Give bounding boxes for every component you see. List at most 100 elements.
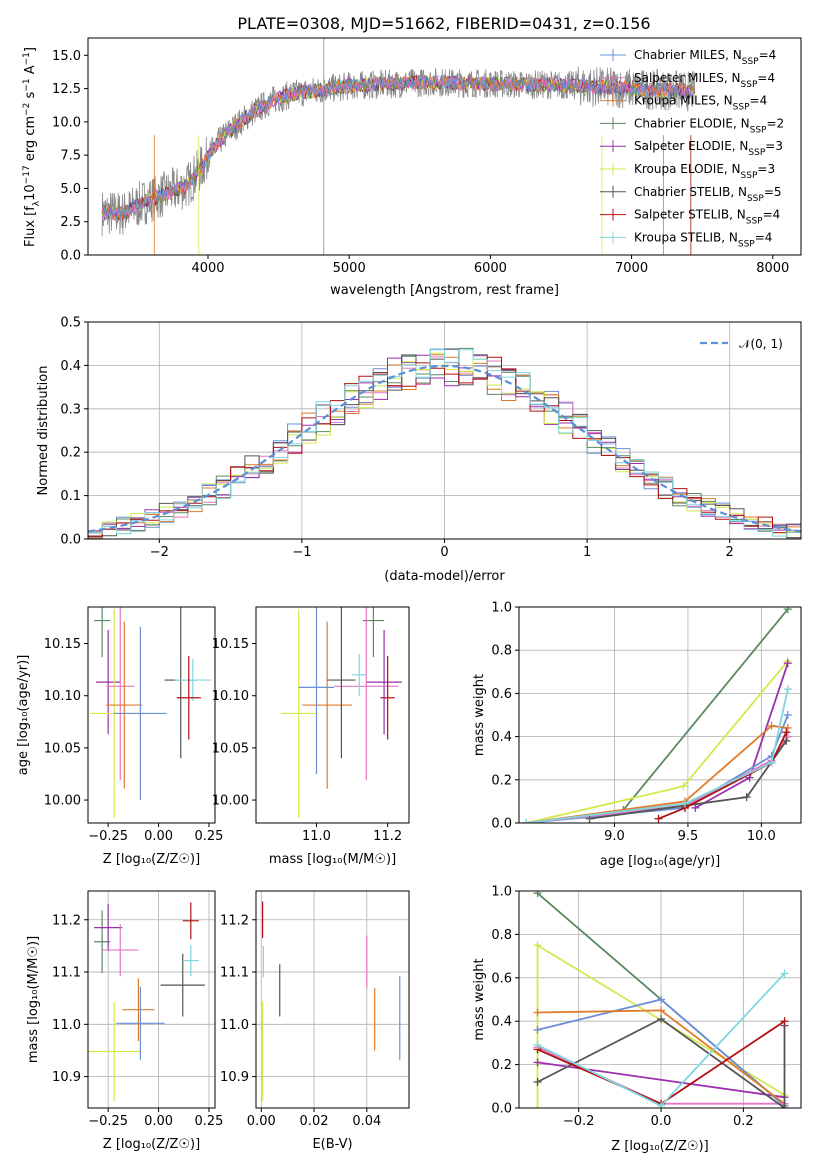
legend-entry-part: Kroupa STELIB, N [634,230,738,244]
ytick-label: 11.2 [52,913,81,928]
legend-entry-part: =4 [750,94,768,108]
axes-frame [255,606,410,824]
axes-age_vs_Z: −0.25 0.00 0.25 10.00 10.05 10.10 10.15 Z [log₁… [16,606,223,867]
ytick-label: 12.5 [52,82,81,97]
y-axis-label-part: −1 [22,52,32,65]
ytick-label: 0.2 [60,446,81,461]
y-axis-label-part: A [23,65,38,78]
xtick-label: −2 [150,545,169,560]
ytick-label: 10.00 [212,794,249,809]
legend-entry: Salpeter STELIB, NSSP=4 [634,208,780,227]
ytick-label: 11.0 [220,1018,249,1033]
y-axis-label-part: ] [23,47,38,52]
legend-entry-part: =4 [759,48,777,62]
xtick-label: 9.5 [678,829,699,844]
xtick-label: −0.25 [88,829,128,844]
ytick-label: 11.1 [52,966,81,981]
ytick-label: 10.15 [212,637,249,652]
xtick-label: 9.0 [604,829,625,844]
legend-entry: Chabrier ELODIE, NSSP=2 [634,116,784,135]
axes-mw_vs_Z: −0.2 0.0 0.2 0.0 0.2 0.4 0.6 0.8 1.0 Z [log₁₀(Z/Z… [472,885,802,1154]
xtick-label: 2 [726,545,734,560]
x-axis-label: E(B-V) [312,1137,352,1152]
y-axis-label-part: 10 [23,184,38,201]
ytick-label: 2.5 [60,215,81,230]
xtick-label: 10.0 [747,829,776,844]
x-axis-label: Z [log₁₀(Z/Z☉)] [103,852,200,867]
ytick-label: 11.2 [220,913,249,928]
y-axis-label-part: −1 [22,78,32,91]
xtick-label: −1 [292,545,311,560]
xtick-label: 6000 [474,261,507,276]
points-mass_vs_Z [88,902,205,1102]
y-axis-label: Normed distribution [36,366,51,496]
legend-entry-part: Chabrier MILES, N [634,48,742,62]
axes-frame [518,606,802,824]
y-axis-label: mass [log₁₀(M/M☉)] [26,936,41,1063]
legend-entry-part: SSP [733,103,750,113]
ytick-label: 0.8 [491,644,512,659]
model-spectrum-chabrier_miles [101,75,695,220]
series-kroupa_elodie [526,660,789,823]
ytick-label: 10.00 [44,794,81,809]
legend-entry-part: SSP [742,57,759,67]
ytick-label: 10.05 [44,741,81,756]
ytick-label: 10.10 [212,689,249,704]
xtick-label: 11.2 [373,829,402,844]
x-axis-label: mass [log₁₀(M/M☉)] [269,852,396,867]
series-chabrier_miles [526,714,789,823]
series-salpeter_stelib [658,731,788,820]
x-axis-label: Z [log₁₀(Z/Z☉)] [103,1137,200,1152]
y-axis-label-part: −17 [22,165,32,184]
legend-entry-part: SSP [750,125,767,135]
points-age_vs_mass [280,607,402,818]
legend-entry-part: Chabrier STELIB, N [634,185,747,199]
ytick-label: 0.8 [491,928,512,943]
ytick-label: 5.0 [60,182,81,197]
legend-entry-part: =5 [764,185,782,199]
y-axis-label-part: Flux [f [23,206,38,247]
axes-frame [87,606,216,824]
lines-mw_vs_age [522,607,792,823]
legend-entry: Kroupa STELIB, NSSP=4 [634,230,772,249]
points-age_vs_Z [90,607,211,818]
axes-age_vs_mass: 11.0 11.2 10.00 10.05 10.10 10.15 mass [log₁₀(… [212,606,410,867]
ytick-label: 0.4 [491,730,512,745]
ytick-label: 0.0 [60,249,81,264]
legend-entry-part: SSP [741,171,758,181]
xtick-label: 0 [440,545,448,560]
ytick-label: 1.0 [491,885,512,900]
legend-entry: Kroupa MILES, NSSP=4 [634,94,767,113]
legend-entry-part: SSP [747,194,764,204]
legend-entry: Salpeter ELODIE, NSSP=3 [634,139,783,158]
ytick-label: 10.05 [212,741,249,756]
ytick-label: 0.2 [491,1058,512,1073]
histogram-kroupa_stelib [88,349,801,537]
legend-entry-part: =3 [757,162,775,176]
ytick-label: 11.0 [52,1018,81,1033]
xtick-label: 0.0 [651,1114,672,1129]
y-axis-label: age [log₁₀(age/yr)] [16,655,31,776]
axes-spectrum: 4000 5000 6000 7000 8000 0.0 2.5 5.0 7.5 10.0 12.5… [22,37,802,298]
ytick-label: 10.10 [44,689,81,704]
points-mass_vs_EBV [261,901,401,1102]
ytick-label: 0.0 [491,1102,512,1117]
spectrum-plot [101,38,696,255]
ytick-label: 0.4 [491,1015,512,1030]
xtick-label: 0.25 [194,829,223,844]
axes-frame [518,890,802,1109]
x-axis-label: Z [log₁₀(Z/Z☉)] [611,1139,708,1154]
ytick-label: 0.2 [491,773,512,788]
y-axis-label-part: erg cm [23,116,38,165]
ytick-label: 0.0 [491,817,512,832]
ytick-label: 15.0 [52,49,81,64]
y-axis-label-part: −2 [22,103,32,116]
xtick-label: −0.25 [88,1114,128,1129]
axes-mass_vs_Z: −0.25 0.00 0.25 10.9 11.0 11.1 11.2 Z [log₁₀(Z/… [26,890,223,1152]
x-axis-label: age [log₁₀(age/yr)] [600,854,721,869]
legend-entry-part: =3 [765,139,783,153]
axes-frame [87,37,802,256]
ytick-label: 7.5 [60,149,81,164]
legend-entry: 𝒩(0, 1) [739,337,783,351]
